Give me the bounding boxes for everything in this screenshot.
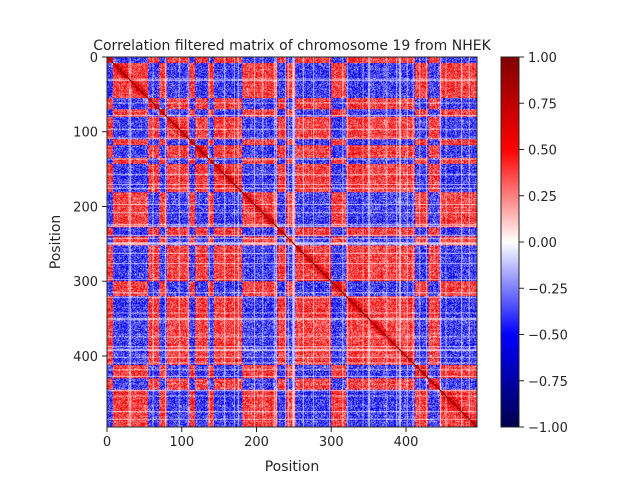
colorbar-tick-label: −1.00: [528, 421, 568, 436]
colorbar-tick-label: 1.00: [528, 51, 557, 66]
x-axis-ticks: 0 100 200 300 400: [103, 427, 419, 450]
colorbar-tick-label: 0.75: [528, 97, 557, 112]
y-axis-ticks: 0 100 200 300 400: [73, 51, 107, 365]
y-tick-label: 0: [90, 51, 98, 66]
y-tick-label: 300: [73, 275, 98, 290]
x-tick-label: 300: [319, 435, 344, 450]
x-tick-label: 0: [103, 435, 111, 450]
colorbar: 1.00 0.75 0.50 0.25 0.00 −0.25 −0.50 −0.75 −1.00: [500, 51, 568, 436]
colorbar-tick-label: −0.75: [528, 375, 568, 390]
colorbar-tick-label: −0.25: [528, 282, 568, 297]
colorbar-tick-label: 0.00: [528, 236, 557, 251]
y-tick-label: 200: [73, 200, 98, 215]
colorbar-tick-label: −0.50: [528, 329, 568, 344]
x-tick-label: 200: [244, 435, 269, 450]
heatmap-diagonal: [106, 56, 478, 428]
heatmap-frame: [106, 56, 478, 428]
colorbar-gradient: [501, 57, 519, 427]
colorbar-tick-label: 0.50: [528, 144, 557, 159]
colorbar-ticks: 1.00 0.75 0.50 0.25 0.00 −0.25 −0.50 −0.75 −1.00: [519, 51, 568, 436]
y-tick-label: 100: [73, 126, 98, 141]
y-axis-label: Position: [48, 215, 64, 270]
heatmap-matrix: [106, 56, 478, 428]
x-axis-label: Position: [265, 459, 320, 475]
y-tick-label: 400: [73, 350, 98, 365]
chart-title: Correlation filtered matrix of chromosom…: [93, 38, 491, 54]
x-tick-label: 400: [394, 435, 419, 450]
colorbar-tick-label: 0.25: [528, 190, 557, 205]
x-tick-label: 100: [169, 435, 194, 450]
